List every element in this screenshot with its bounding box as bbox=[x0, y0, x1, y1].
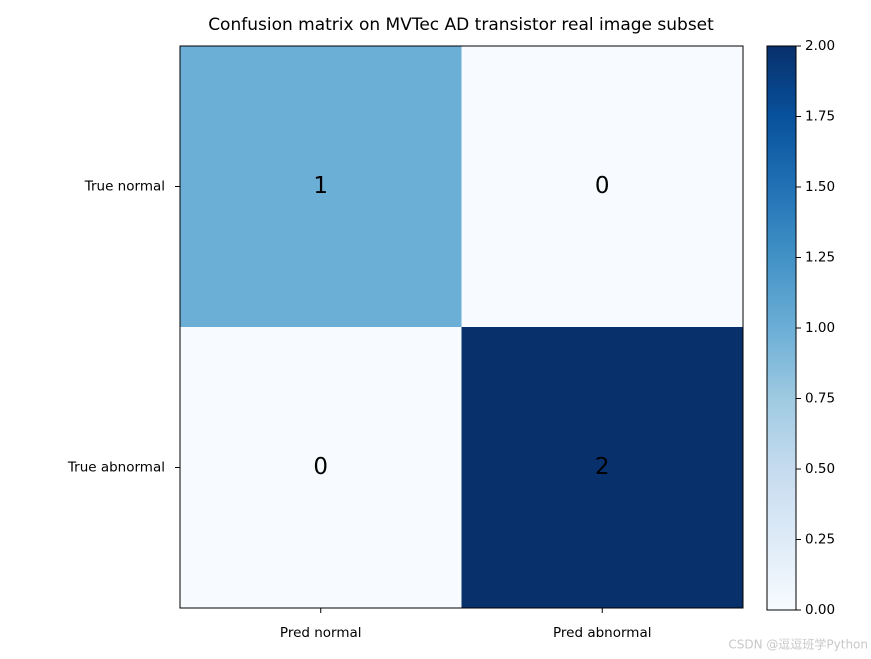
cell-label: 2 bbox=[595, 454, 610, 480]
colorbar-tick-label: 2.00 bbox=[805, 38, 835, 54]
colorbar-tick-label: 1.25 bbox=[805, 250, 835, 266]
x-tick-label: Pred normal bbox=[280, 625, 362, 641]
watermark: CSDN @逗逗班学Python bbox=[728, 637, 868, 652]
colorbar-tick-label: 0.00 bbox=[805, 602, 835, 618]
colorbar-tick-label: 0.75 bbox=[805, 391, 835, 407]
colorbar-tick-label: 1.75 bbox=[805, 109, 835, 125]
cell bbox=[180, 46, 462, 328]
cell-label: 0 bbox=[595, 173, 610, 199]
y-tick-label: True normal bbox=[84, 179, 165, 195]
y-tick-label: True abnormal bbox=[67, 460, 165, 476]
cell-label: 1 bbox=[313, 173, 328, 199]
colorbar-tick-label: 0.25 bbox=[805, 532, 835, 548]
cell bbox=[461, 327, 744, 609]
cell bbox=[461, 46, 744, 328]
colorbar bbox=[766, 45, 797, 611]
cell-label: 0 bbox=[313, 454, 328, 480]
cell bbox=[180, 327, 462, 609]
colorbar-tick-label: 1.50 bbox=[805, 179, 835, 195]
chart-title: Confusion matrix on MVTec AD transistor … bbox=[208, 15, 714, 35]
plot-frame bbox=[179, 45, 744, 609]
colorbar-tick-label: 0.50 bbox=[805, 461, 835, 477]
x-tick-label: Pred abnormal bbox=[553, 625, 651, 641]
colorbar-tick-label: 1.00 bbox=[805, 320, 835, 336]
